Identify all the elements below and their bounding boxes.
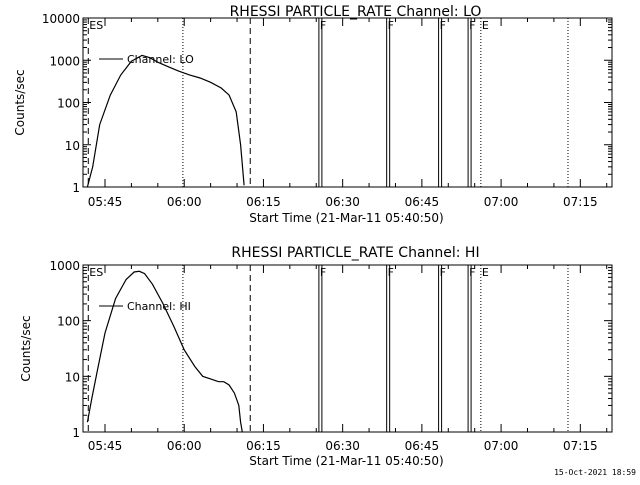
annotation-label: F	[469, 266, 475, 279]
chart-title: RHESSI PARTICLE_RATE Channel: LO	[230, 4, 482, 20]
annotation-label: F	[388, 266, 394, 279]
plot-frame	[82, 264, 613, 433]
annotation-label: F	[440, 266, 446, 279]
x-tick-label: 06:45	[405, 195, 440, 209]
y-tick-label: 10000	[42, 12, 80, 26]
y-tick-label: 10	[65, 139, 80, 153]
legend-label: Channel: LO	[127, 53, 194, 66]
footer-timestamp: 15-Oct-2021 18:59	[554, 468, 636, 477]
legend-label: Channel: HI	[127, 300, 191, 313]
panel-1: RHESSI PARTICLE_RATE Channel: LO 1 10 100 10…	[13, 4, 613, 225]
annotation-label: ES	[89, 266, 103, 279]
x-tick-label: 06:00	[167, 195, 202, 209]
x-tick-label: 07:00	[484, 439, 519, 453]
x-tick-label: 05:45	[88, 439, 123, 453]
annotation-label: E	[482, 266, 489, 279]
x-tick-label: 07:15	[563, 195, 598, 209]
annotation-label: F	[320, 266, 326, 279]
series-line	[86, 54, 245, 188]
annotation-label: F	[388, 19, 394, 32]
x-tick-label: 07:00	[484, 195, 519, 209]
y-tick-label: 100	[57, 315, 80, 329]
y-tick-label: 10	[65, 370, 80, 384]
x-tick-label: 05:45	[88, 195, 123, 209]
x-tick-label: 06:15	[246, 439, 281, 453]
y-axis-label: Counts/sec	[13, 69, 27, 135]
panel-2: RHESSI PARTICLE_RATE Channel: HI 1 10 100 10…	[19, 245, 613, 468]
x-tick-label: 06:30	[325, 439, 360, 453]
y-tick-label: 1000	[49, 54, 80, 68]
chart-title: RHESSI PARTICLE_RATE Channel: HI	[231, 245, 479, 261]
y-tick-label: 1	[72, 426, 80, 440]
x-tick-label: 06:00	[167, 439, 202, 453]
y-axis-label: Counts/sec	[19, 315, 33, 381]
y-tick-label: 1	[72, 181, 80, 195]
x-axis-label: Start Time (21-Mar-11 05:40:50)	[249, 454, 443, 468]
x-axis-label: Start Time (21-Mar-11 05:40:50)	[249, 211, 443, 225]
y-tick-label: 100	[57, 97, 80, 111]
x-tick-label: 06:15	[246, 195, 281, 209]
x-tick-label: 06:30	[325, 195, 360, 209]
series-line	[86, 270, 243, 433]
annotation-label: ES	[89, 19, 103, 32]
annotation-label: E	[482, 19, 489, 32]
annotation-label: F	[320, 19, 326, 32]
y-tick-label: 1000	[49, 259, 80, 273]
annotation-label: F	[469, 19, 475, 32]
plot-frame	[82, 17, 613, 188]
x-tick-label: 06:45	[405, 439, 440, 453]
annotation-label: F	[440, 19, 446, 32]
x-tick-label: 07:15	[563, 439, 598, 453]
